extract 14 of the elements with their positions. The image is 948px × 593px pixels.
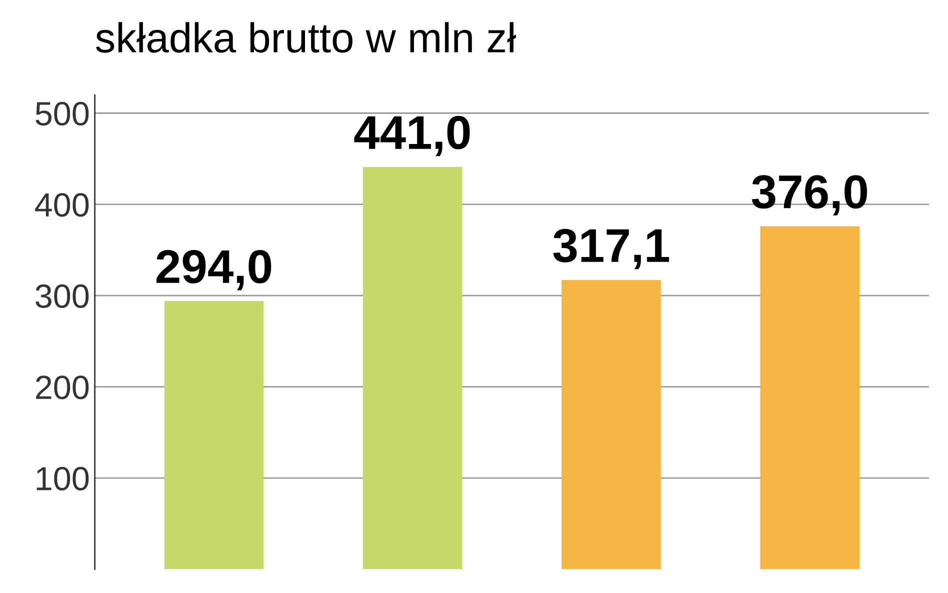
bar	[362, 166, 462, 570]
y-tick-label: 200	[36, 376, 89, 400]
y-tick-label: 500	[36, 102, 89, 126]
y-tick-label: 400	[35, 193, 89, 217]
chart-title: składka brutto w mln zł	[96, 22, 516, 53]
data-label: 317,1	[553, 228, 670, 270]
y-tick-label: 300	[36, 284, 89, 308]
bar	[760, 226, 860, 570]
bar	[164, 301, 264, 570]
data-label: 376,0	[752, 175, 868, 216]
bar	[562, 280, 661, 570]
data-label: 294,0	[156, 250, 272, 290]
y-tick-label: 100	[36, 466, 89, 490]
data-label: 441,0	[354, 116, 470, 156]
